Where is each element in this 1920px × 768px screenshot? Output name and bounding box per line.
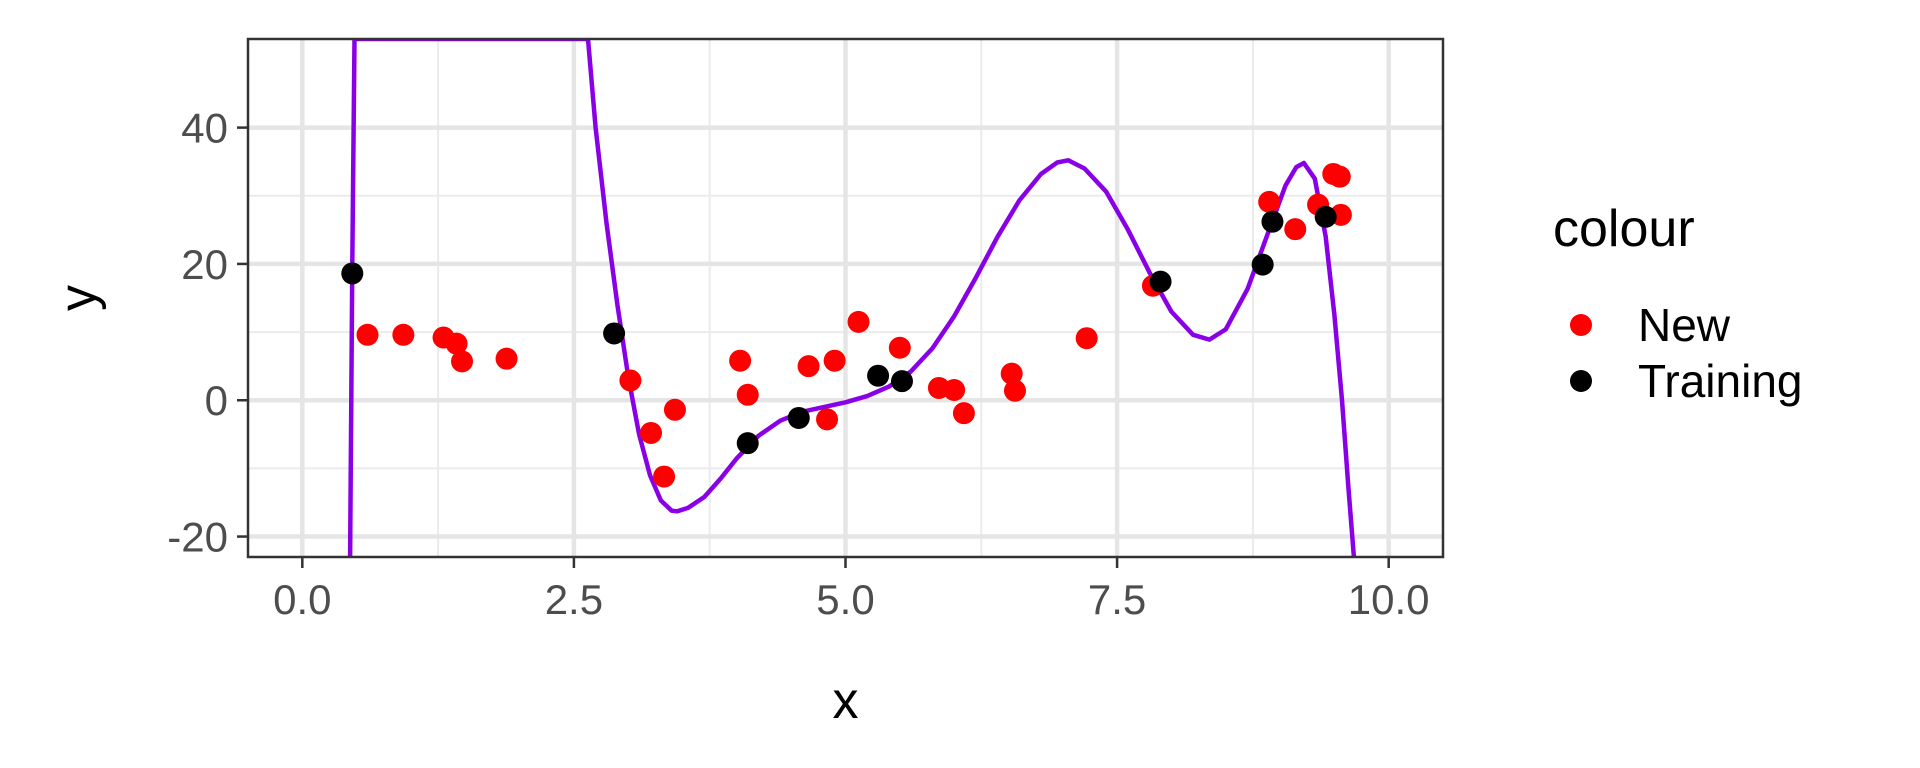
point-new xyxy=(1075,327,1098,350)
point-training xyxy=(867,364,890,387)
x-axis: 0.0 2.5 5.0 7.5 10.0 xyxy=(273,557,1430,623)
point-new xyxy=(495,347,518,370)
point-new xyxy=(640,421,663,444)
point-new xyxy=(663,398,686,421)
plot-panel xyxy=(341,39,1357,557)
point-training xyxy=(787,406,810,429)
point-training xyxy=(890,370,913,393)
data-points xyxy=(341,162,1352,488)
point-new xyxy=(1328,165,1351,188)
point-new xyxy=(736,383,759,406)
point-new xyxy=(823,349,846,372)
point-training xyxy=(341,262,364,285)
x-tick-label: 5.0 xyxy=(816,576,874,623)
point-training xyxy=(1149,270,1172,293)
point-new xyxy=(797,355,820,378)
point-new xyxy=(729,349,752,372)
point-new xyxy=(847,310,870,333)
point-new xyxy=(653,465,676,488)
point-new xyxy=(445,332,468,355)
legend-label-new: New xyxy=(1638,299,1731,351)
y-tick-label: 40 xyxy=(181,105,228,152)
x-tick-label: 10.0 xyxy=(1348,576,1430,623)
point-new xyxy=(1284,218,1307,241)
legend-key-training xyxy=(1570,370,1592,392)
y-axis-title: y xyxy=(49,285,107,311)
y-tick-label: 20 xyxy=(181,241,228,288)
point-new xyxy=(451,350,474,373)
y-axis: -20 0 20 40 xyxy=(167,105,248,561)
x-tick-label: 2.5 xyxy=(545,576,603,623)
y-tick-label: -20 xyxy=(167,514,228,561)
point-new xyxy=(1258,190,1281,213)
legend-key-new xyxy=(1570,314,1592,336)
point-training xyxy=(736,432,759,455)
point-training xyxy=(1261,210,1284,233)
x-tick-label: 7.5 xyxy=(1088,576,1146,623)
point-new xyxy=(952,402,975,425)
point-new xyxy=(356,323,379,346)
legend-title: colour xyxy=(1553,200,1695,258)
legend-label-training: Training xyxy=(1638,355,1802,407)
point-new xyxy=(816,408,839,431)
x-tick-label: 0.0 xyxy=(273,576,331,623)
x-axis-title: x xyxy=(833,672,859,730)
point-new xyxy=(1000,362,1023,385)
point-new xyxy=(619,369,642,392)
y-tick-label: 0 xyxy=(205,377,228,424)
point-new xyxy=(888,336,911,359)
point-training xyxy=(603,322,626,345)
point-new xyxy=(392,323,415,346)
point-training xyxy=(1251,253,1274,276)
point-training xyxy=(1314,205,1337,228)
point-new xyxy=(1003,379,1026,402)
point-new xyxy=(943,379,966,402)
